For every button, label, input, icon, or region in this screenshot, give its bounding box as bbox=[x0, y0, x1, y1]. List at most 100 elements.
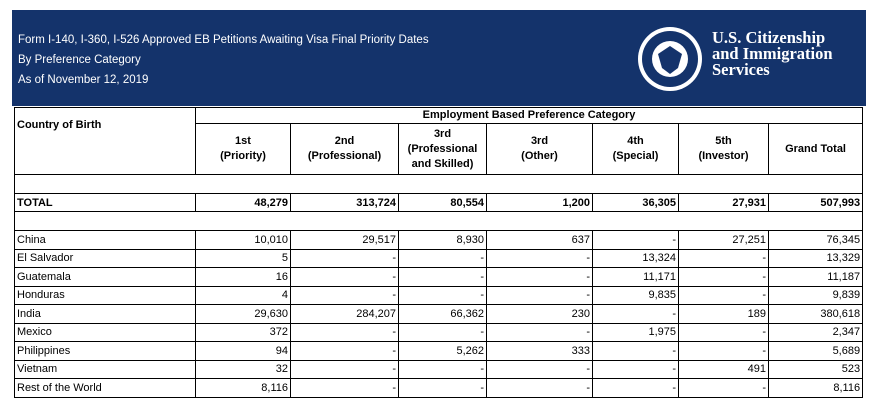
value-cell: 1,200 bbox=[486, 193, 593, 212]
value-cell: 29,630 bbox=[195, 304, 291, 324]
blank-cell bbox=[398, 211, 487, 231]
data-row: Guatemala 16- - -11,171-11,187 bbox=[14, 267, 864, 287]
header-line: (Investor) bbox=[698, 150, 749, 162]
value-cell: - bbox=[398, 359, 487, 379]
value-cell: 333 bbox=[486, 341, 593, 361]
value-cell: - bbox=[486, 359, 593, 379]
value-cell: 9,839 bbox=[767, 285, 864, 305]
country-cell: El Salvador bbox=[14, 248, 196, 268]
agency-line: U.S. Citizenship bbox=[712, 28, 826, 47]
blank-cell bbox=[14, 211, 196, 231]
value-cell: - bbox=[398, 322, 487, 342]
blank-cell bbox=[398, 174, 487, 194]
value-cell: - bbox=[398, 285, 487, 305]
data-row: China 10,010 29,517 8,930 637-27,251 76,345 bbox=[14, 230, 864, 250]
blank-row bbox=[14, 211, 864, 231]
value-cell: 5,689 bbox=[767, 341, 864, 361]
header-line: (Professional bbox=[407, 142, 478, 155]
value-cell: 230 bbox=[486, 304, 593, 324]
column-header: 4th (Special) bbox=[592, 123, 679, 175]
header-line: (Priority) bbox=[220, 150, 266, 162]
value-cell: 66,362 bbox=[398, 304, 487, 324]
value-cell: 8,930 bbox=[398, 230, 487, 250]
country-cell: Mexico bbox=[14, 322, 196, 342]
value-cell: - bbox=[398, 378, 487, 398]
value-cell: 313,724 bbox=[290, 193, 399, 212]
value-cell: 11,187 bbox=[767, 267, 864, 287]
value-cell: 13,329 bbox=[767, 248, 864, 268]
agency-line: Services bbox=[712, 60, 770, 79]
value-cell: 8,116 bbox=[195, 378, 291, 398]
value-cell: 76,345 bbox=[767, 230, 864, 250]
value-cell: - bbox=[486, 322, 593, 342]
country-cell: Honduras bbox=[14, 285, 196, 305]
title-line: As of November 12, 2019 bbox=[18, 74, 149, 86]
value-cell: 11,171 bbox=[592, 267, 679, 287]
data-row: Vietnam 32- - - -491 523 bbox=[14, 359, 864, 379]
value-cell: - bbox=[592, 341, 679, 361]
header-line: (Professional) bbox=[307, 150, 382, 162]
value-cell: 36,305 bbox=[592, 193, 679, 212]
value-cell: 1,975 bbox=[592, 322, 679, 342]
value-cell: - bbox=[290, 267, 399, 287]
header-row: Country of Birth Employment Based Prefere… bbox=[14, 107, 864, 175]
value-cell: 8,116 bbox=[767, 378, 864, 398]
header-line: Grand Total bbox=[785, 142, 846, 155]
value-cell: 94 bbox=[195, 341, 291, 361]
data-row: Philippines 94-5,262 333- -5,689 bbox=[14, 341, 864, 361]
country-cell: Guatemala bbox=[14, 267, 196, 287]
row-header-cell: Country of Birth bbox=[14, 107, 196, 175]
value-cell: - bbox=[592, 304, 679, 324]
data-row: Honduras 4- - -9,835-9,839 bbox=[14, 285, 864, 305]
column-header: 2nd (Professional) bbox=[290, 123, 399, 175]
data-row: Rest of the World 8,116- - - - -8,116 bbox=[14, 378, 864, 398]
value-cell: 13,324 bbox=[592, 248, 679, 268]
value-cell: 32 bbox=[195, 359, 291, 379]
header-line: 3rd bbox=[530, 135, 549, 147]
value-cell: 29,517 bbox=[290, 230, 399, 250]
country-cell: Philippines bbox=[14, 341, 196, 361]
value-cell: - bbox=[486, 248, 593, 268]
value-cell: - bbox=[290, 285, 399, 305]
data-row: India 29,630 284,207 66,362 230-189 380,618 bbox=[14, 304, 864, 324]
title-line: By Preference Category bbox=[18, 54, 141, 66]
value-cell: - bbox=[592, 359, 679, 379]
country-cell: Rest of the World bbox=[14, 378, 196, 398]
header-line: 2nd bbox=[334, 135, 355, 147]
header-band: Form I-140, I-360, I-526 Approved EB Pet… bbox=[12, 10, 866, 106]
value-cell: 523 bbox=[767, 359, 864, 379]
column-title: Country of Birth bbox=[17, 119, 102, 131]
header-line: 3rd bbox=[433, 127, 452, 140]
blank-cell bbox=[768, 211, 864, 231]
data-row: TOTAL 48,279 313,724 80,554 1,200 36,305 27,93… bbox=[14, 193, 864, 212]
blank-cell bbox=[678, 211, 769, 231]
header-line: and Skilled) bbox=[411, 157, 474, 170]
value-cell: - bbox=[678, 285, 769, 305]
country-cell: China bbox=[14, 230, 196, 250]
value-cell: 27,931 bbox=[678, 193, 769, 212]
blank-cell bbox=[195, 211, 291, 231]
header-line: 1st bbox=[235, 135, 251, 147]
column-header: 5th (Investor) bbox=[678, 123, 769, 175]
value-cell: - bbox=[486, 378, 593, 398]
value-cell: - bbox=[678, 322, 769, 342]
value-cell: 9,835 bbox=[592, 285, 679, 305]
column-header: Grand Total bbox=[767, 123, 864, 175]
data-row: Mexico 372- - -1,975-2,347 bbox=[14, 322, 864, 342]
value-cell: - bbox=[290, 322, 399, 342]
seal bbox=[638, 27, 702, 91]
value-cell: - bbox=[678, 341, 769, 361]
data-row: El Salvador 5- - -13,324-13,329 bbox=[14, 248, 864, 268]
blank-cell bbox=[14, 174, 196, 194]
group-header: Employment Based Preference Category bbox=[194, 107, 864, 124]
value-cell: 4 bbox=[195, 285, 291, 305]
blank-cell bbox=[592, 211, 679, 231]
blank-cell bbox=[290, 211, 399, 231]
value-cell: - bbox=[486, 285, 593, 305]
value-cell: - bbox=[486, 267, 593, 287]
column-header: 1st (Priority) bbox=[195, 123, 291, 175]
value-cell: 80,554 bbox=[398, 193, 487, 212]
blank-cell bbox=[195, 174, 291, 194]
agency-name: U.S. Citizenship and Immigration Service… bbox=[712, 28, 833, 79]
